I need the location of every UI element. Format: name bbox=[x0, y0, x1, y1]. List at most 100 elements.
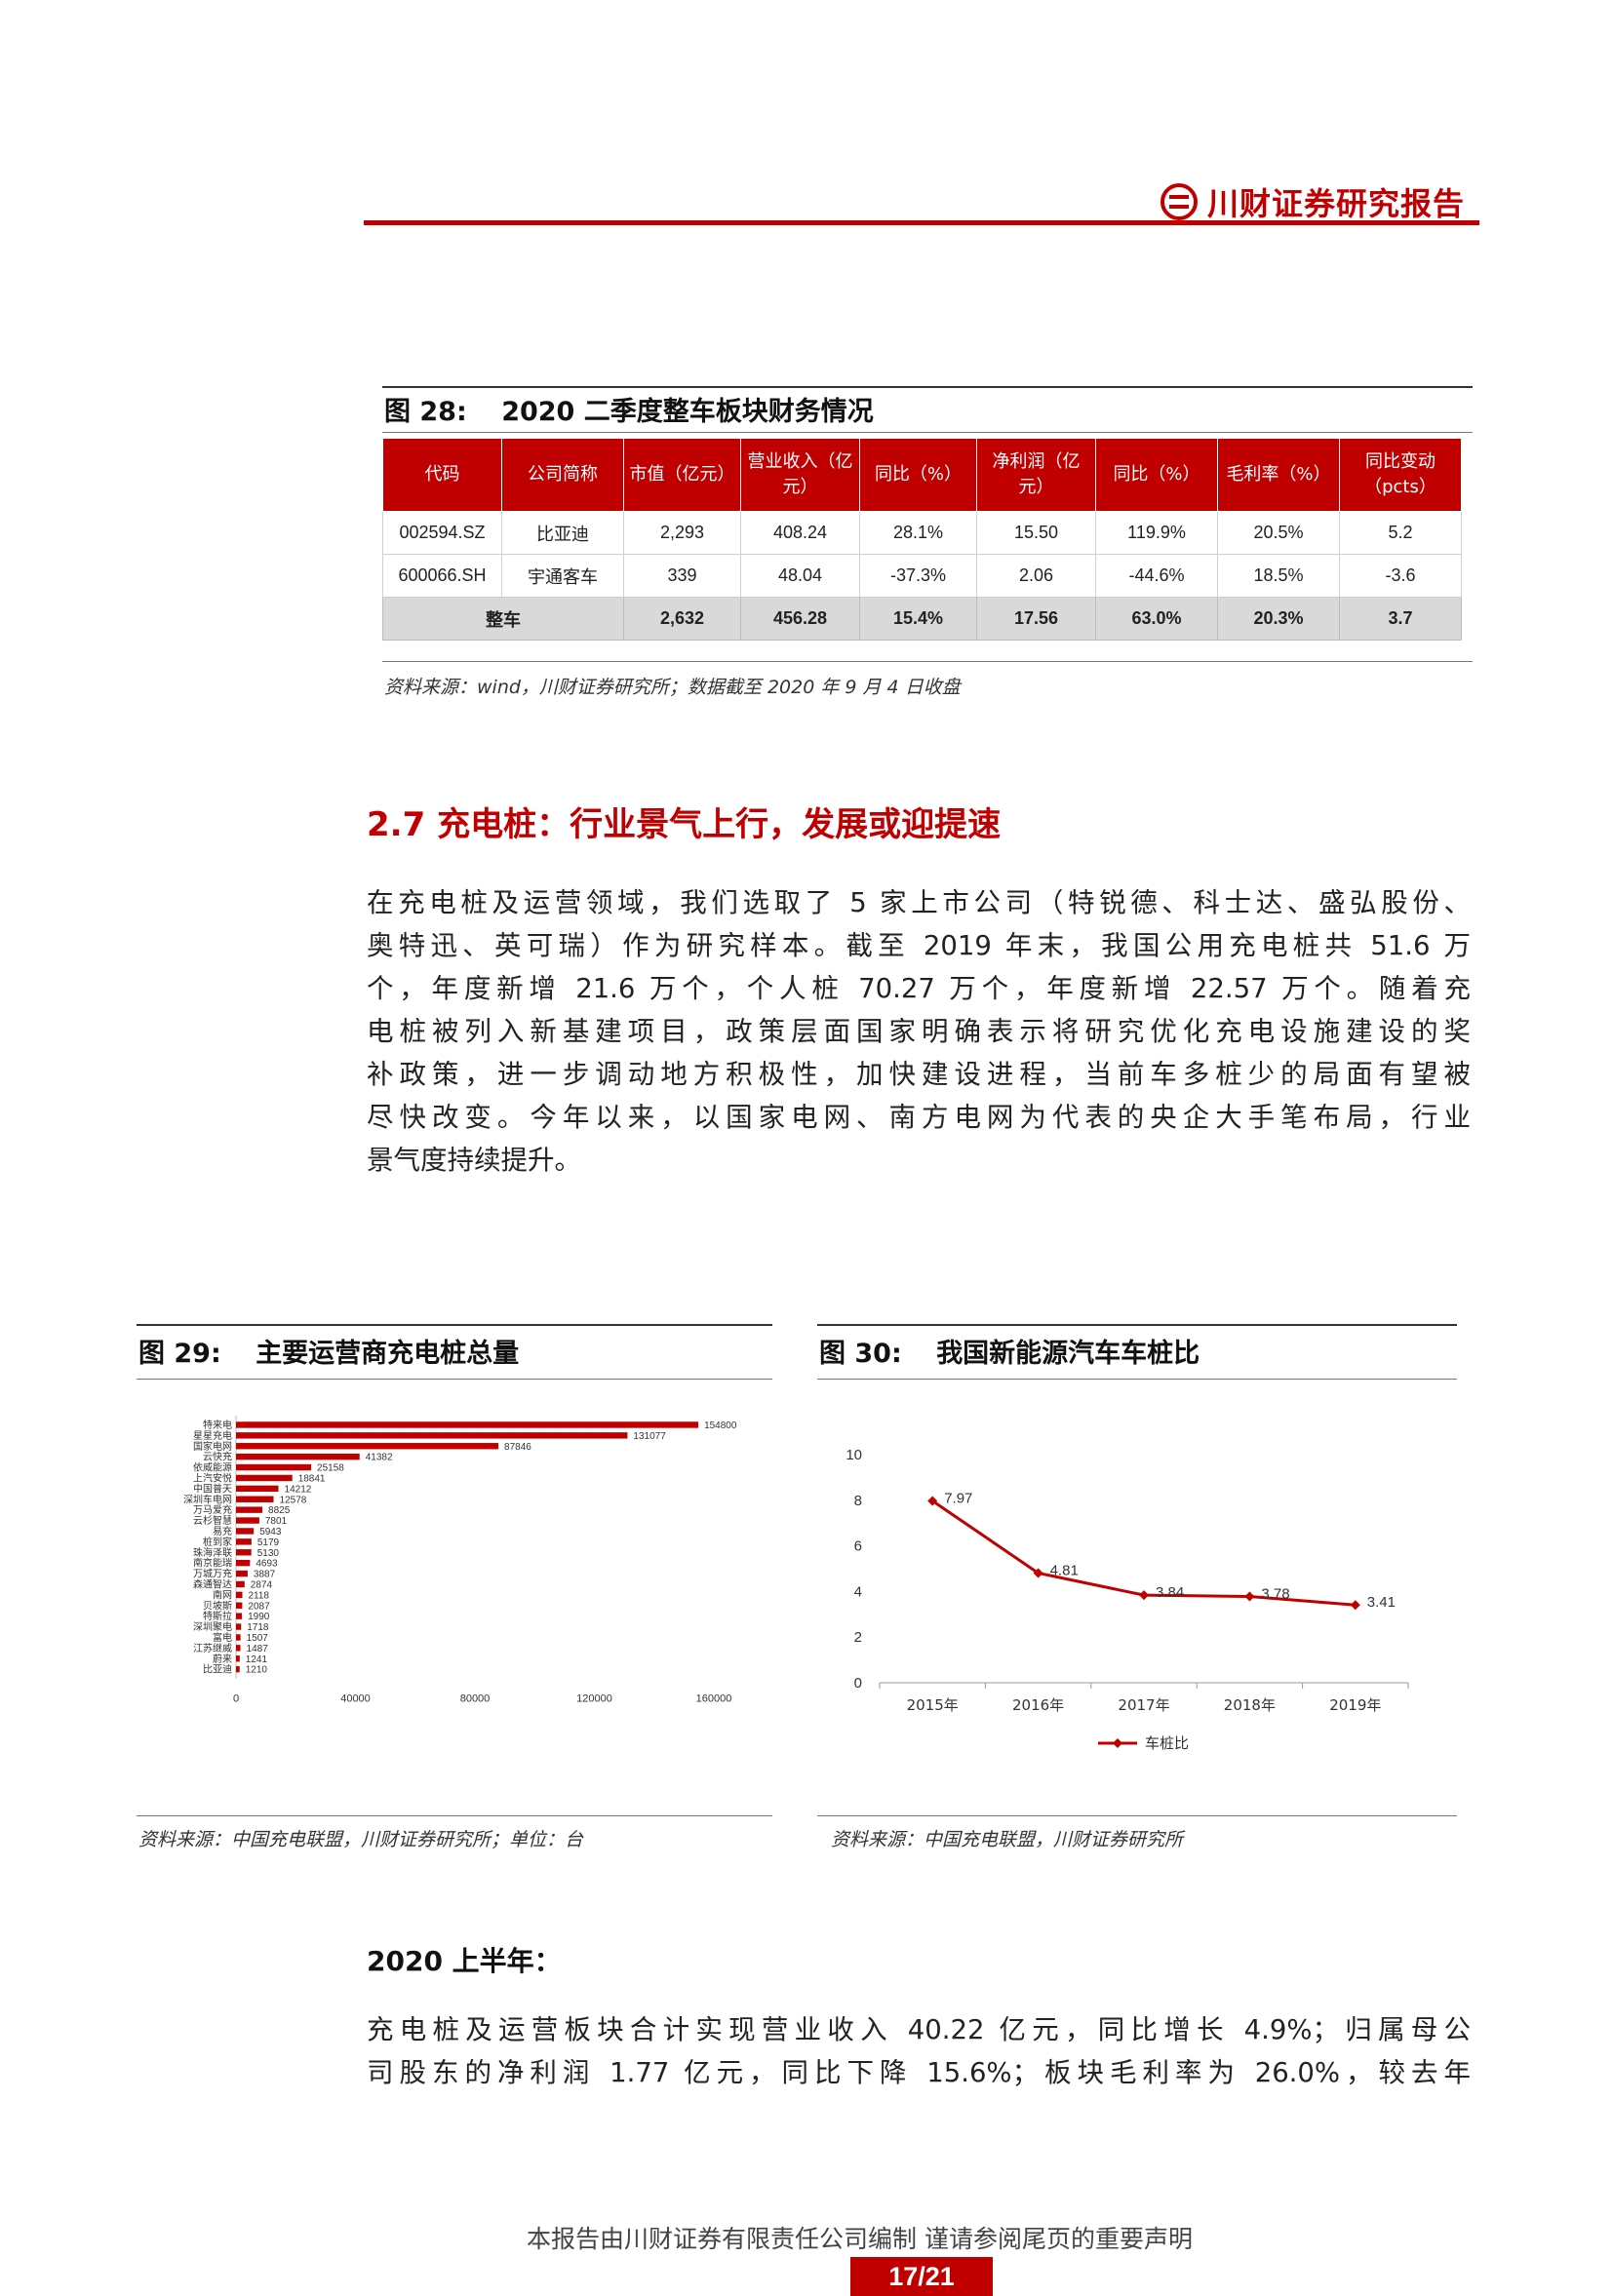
table-cell: -37.3% bbox=[859, 554, 977, 598]
paragraph-line: 个，年度新增 21.6 万个，个人桩 70.27 万个，年度新增 22.57 万… bbox=[367, 973, 1471, 1004]
paragraph-line: 景气度持续提升。 bbox=[367, 1145, 581, 1176]
bar bbox=[236, 1580, 245, 1588]
data-label: 154800 bbox=[704, 1420, 737, 1431]
bar bbox=[236, 1591, 243, 1599]
bar bbox=[236, 1613, 243, 1619]
y-tick-label: 特来电 bbox=[203, 1419, 232, 1431]
series-line bbox=[931, 1499, 1356, 1607]
data-label: 18841 bbox=[298, 1473, 326, 1484]
y-tick-label: 万马爱充 bbox=[193, 1503, 232, 1516]
col-header: 市值（亿元） bbox=[623, 438, 741, 512]
bar bbox=[236, 1623, 242, 1630]
bar bbox=[236, 1506, 263, 1513]
table-cell: 比亚迪 bbox=[501, 511, 624, 555]
table-cell: 20.3% bbox=[1217, 597, 1340, 641]
table-cell: 18.5% bbox=[1217, 554, 1340, 598]
col-header: 代码 bbox=[382, 438, 502, 512]
fig28-title-text: 2020 二季度整车板块财务情况 bbox=[501, 397, 874, 427]
table-cell: 2,293 bbox=[623, 511, 741, 555]
y-tick-label: 森通智达 bbox=[193, 1577, 232, 1590]
y-tick-label: 桩到家 bbox=[203, 1536, 232, 1548]
paragraph-line: 在充电桩及运营领域，我们选取了 5 家上市公司（特锐德、科士达、盛弘股份、 bbox=[367, 887, 1471, 918]
y-tick-label: 国家电网 bbox=[193, 1440, 232, 1453]
table-cell: 2,632 bbox=[623, 597, 741, 641]
data-label: 14212 bbox=[285, 1484, 312, 1495]
table-cell: -3.6 bbox=[1339, 554, 1462, 598]
y-tick-label: 深圳聚电 bbox=[193, 1620, 232, 1633]
x-tick-label: 120000 bbox=[576, 1693, 612, 1705]
data-label: 5130 bbox=[257, 1548, 280, 1559]
data-point bbox=[927, 1496, 938, 1506]
table-cell: 15.50 bbox=[976, 511, 1096, 555]
y-tick-label: 特斯拉 bbox=[203, 1610, 232, 1622]
data-label: 1990 bbox=[248, 1612, 270, 1622]
data-label: 4693 bbox=[256, 1559, 278, 1570]
bar bbox=[236, 1432, 628, 1439]
fig28-table: 代码 公司简称 市值（亿元） 营业收入（亿元） 同比（%） 净利润（亿元） 同比… bbox=[382, 438, 1462, 641]
data-point bbox=[1033, 1568, 1043, 1578]
bar bbox=[236, 1421, 699, 1428]
table-cell: 28.1% bbox=[859, 511, 977, 555]
y-tick-label: 上汽安悦 bbox=[193, 1471, 232, 1484]
x-tick-label: 2015年 bbox=[907, 1696, 959, 1714]
data-label: 3887 bbox=[254, 1570, 276, 1580]
chuancai-logo-icon bbox=[1161, 183, 1198, 220]
data-label: 2087 bbox=[248, 1601, 270, 1612]
data-label: 3.41 bbox=[1367, 1594, 1396, 1611]
y-tick-label: 8 bbox=[854, 1493, 862, 1509]
data-label: 4.81 bbox=[1050, 1562, 1079, 1578]
header-rule bbox=[364, 220, 1479, 225]
bar bbox=[236, 1517, 259, 1524]
table-cell: 339 bbox=[623, 554, 741, 598]
table-total-row: 整车 2,632 456.28 15.4% 17.56 63.0% 20.3% … bbox=[382, 597, 1462, 641]
col-header: 毛利率（%） bbox=[1217, 438, 1340, 512]
bar bbox=[236, 1549, 252, 1556]
data-label: 1487 bbox=[247, 1644, 269, 1654]
col-header: 同比（%） bbox=[1095, 438, 1218, 512]
fig30-title-text: 我国新能源汽车车桩比 bbox=[936, 1339, 1200, 1369]
col-header: 公司简称 bbox=[501, 438, 624, 512]
bar bbox=[236, 1645, 241, 1652]
col-header: 同比变动（pcts） bbox=[1339, 438, 1462, 512]
paragraph-line: 电桩被列入新基建项目，政策层面国家明确表示将研究优化充电设施建设的奖 bbox=[367, 1016, 1471, 1047]
x-tick-label: 2016年 bbox=[1012, 1696, 1064, 1714]
table-cell: 002594.SZ bbox=[382, 511, 502, 555]
brand-name: 川财证券研究报告 bbox=[1207, 185, 1466, 222]
y-tick-label: 中国普天 bbox=[193, 1482, 232, 1495]
fig28-title-rule bbox=[382, 432, 1473, 433]
table-cell: 2.06 bbox=[976, 554, 1096, 598]
col-header: 营业收入（亿元） bbox=[740, 438, 860, 512]
data-label: 2874 bbox=[251, 1579, 273, 1590]
bar bbox=[236, 1634, 241, 1641]
data-label: 5179 bbox=[257, 1537, 280, 1548]
table-row: 600066.SH 宇通客车 339 48.04 -37.3% 2.06 -44… bbox=[382, 554, 1462, 598]
bar bbox=[236, 1496, 274, 1502]
bar bbox=[236, 1443, 499, 1450]
bar bbox=[236, 1463, 312, 1471]
y-tick-label: 10 bbox=[846, 1447, 862, 1463]
table-cell: 15.4% bbox=[859, 597, 977, 641]
paragraph-line: 司股东的净利润 1.77 亿元，同比下降 15.6%；板块毛利率为 26.0%，… bbox=[367, 2057, 1471, 2088]
table-cell: -44.6% bbox=[1095, 554, 1218, 598]
fig29-top-rule bbox=[137, 1324, 772, 1326]
paragraph-line: 尽快改变。今年以来，以国家电网、南方电网为代表的央企大手笔布局，行业 bbox=[367, 1102, 1471, 1133]
data-point bbox=[1244, 1591, 1255, 1602]
data-label: 7.97 bbox=[944, 1491, 972, 1507]
fig30-top-rule bbox=[817, 1324, 1457, 1326]
fig29-bar-chart: 特来电 154800 星星充电 131077 国家电网 87846 云快充 41382 依威能源… bbox=[183, 1416, 737, 1705]
fig29-label: 图 29: bbox=[138, 1339, 221, 1369]
bar bbox=[236, 1538, 252, 1545]
bar bbox=[236, 1528, 255, 1535]
y-tick-label: 江苏继威 bbox=[193, 1642, 232, 1654]
x-tick-label: 2019年 bbox=[1329, 1696, 1381, 1714]
y-tick-label: 富电 bbox=[213, 1631, 232, 1644]
data-label: 7801 bbox=[265, 1516, 288, 1527]
page-number: 17/21 bbox=[850, 2257, 993, 2296]
data-label: 87846 bbox=[504, 1442, 531, 1453]
bar bbox=[236, 1602, 243, 1609]
table-cell: 119.9% bbox=[1095, 511, 1218, 555]
y-tick-label: 易充 bbox=[213, 1525, 232, 1537]
data-label: 131077 bbox=[633, 1431, 666, 1442]
data-label: 3.84 bbox=[1156, 1584, 1184, 1601]
section-heading: 2.7 充电桩：行业景气上行，发展或迎提速 bbox=[367, 805, 1002, 844]
